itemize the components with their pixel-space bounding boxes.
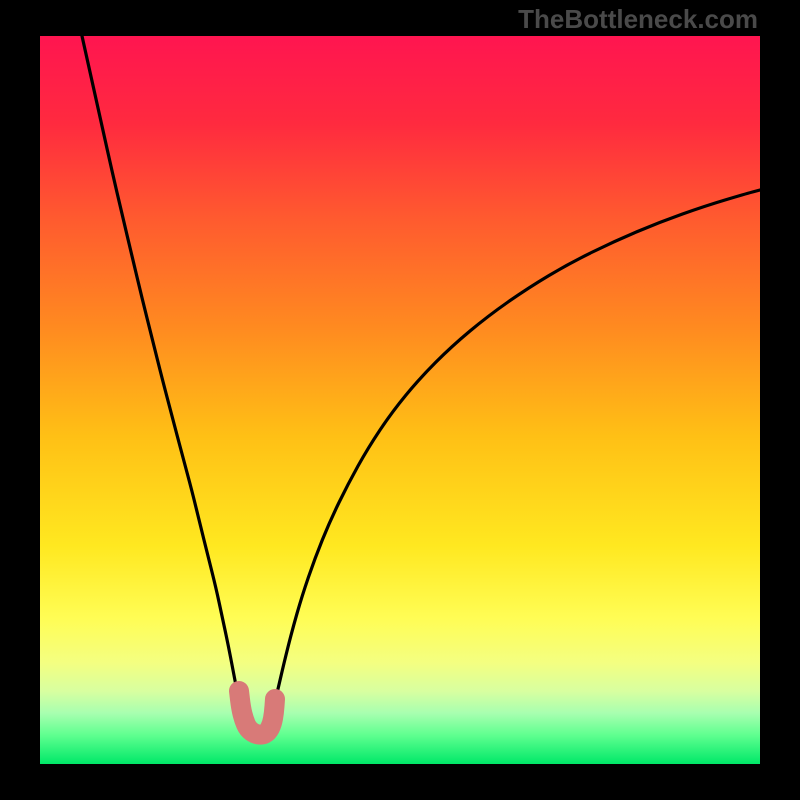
- curve-right: [274, 190, 760, 706]
- watermark-text: TheBottleneck.com: [518, 4, 758, 35]
- optimal-marker: [239, 691, 275, 735]
- plot-area: [40, 36, 760, 764]
- chart-svg: [40, 36, 760, 764]
- curve-left: [82, 36, 240, 706]
